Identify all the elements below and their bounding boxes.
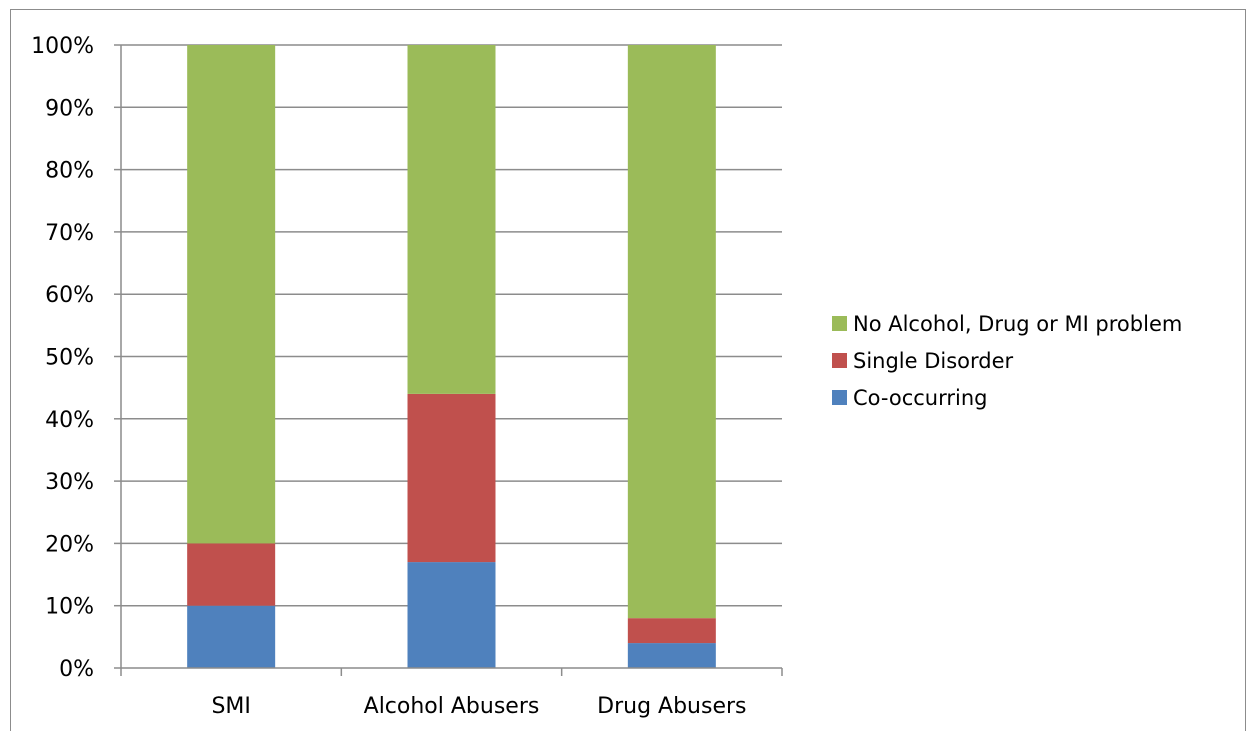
bar-no-alcohol-drug-or-mi-problem-alcohol-abusers bbox=[407, 45, 496, 394]
y-tick-label: 30% bbox=[45, 470, 94, 495]
y-tick-label: 20% bbox=[45, 532, 94, 557]
bar-co-occurring-drug-abusers bbox=[627, 643, 716, 668]
legend-label: Single Disorder bbox=[853, 349, 1014, 373]
bar-no-alcohol-drug-or-mi-problem-smi bbox=[187, 45, 276, 544]
bar-single-disorder-drug-abusers bbox=[627, 618, 716, 644]
y-tick-label: 40% bbox=[45, 408, 94, 433]
legend-label: No Alcohol, Drug or MI problem bbox=[853, 312, 1182, 336]
bar-single-disorder-smi bbox=[187, 543, 276, 606]
y-tick-label: 10% bbox=[45, 595, 94, 620]
x-category-label: Alcohol Abusers bbox=[364, 694, 540, 719]
y-tick-label: 90% bbox=[45, 96, 94, 121]
y-tick-label: 60% bbox=[45, 283, 94, 308]
bar-no-alcohol-drug-or-mi-problem-drug-abusers bbox=[627, 45, 716, 619]
y-tick-label: 50% bbox=[45, 346, 94, 371]
legend-swatch bbox=[832, 316, 847, 331]
x-category-label: Drug Abusers bbox=[597, 694, 746, 719]
legend: No Alcohol, Drug or MI problem Single Dis… bbox=[832, 312, 1182, 410]
y-tick-label: 0% bbox=[59, 657, 94, 682]
bars bbox=[187, 45, 716, 668]
axes: 0% 10% 20% 30% 40% 50% 60% 70% 80% 90% 100% SMI Alco… bbox=[31, 34, 783, 719]
x-category-label: SMI bbox=[211, 694, 250, 719]
legend-swatch bbox=[832, 353, 847, 368]
bar-co-occurring-alcohol-abusers bbox=[407, 562, 496, 668]
bar-co-occurring-smi bbox=[187, 605, 276, 668]
y-tick-label: 70% bbox=[45, 221, 94, 246]
legend-swatch bbox=[832, 390, 847, 405]
legend-label: Co-occurring bbox=[853, 386, 988, 410]
y-tick-label: 100% bbox=[31, 34, 94, 59]
bar-single-disorder-alcohol-abusers bbox=[407, 393, 496, 563]
y-tick-label: 80% bbox=[45, 159, 94, 184]
